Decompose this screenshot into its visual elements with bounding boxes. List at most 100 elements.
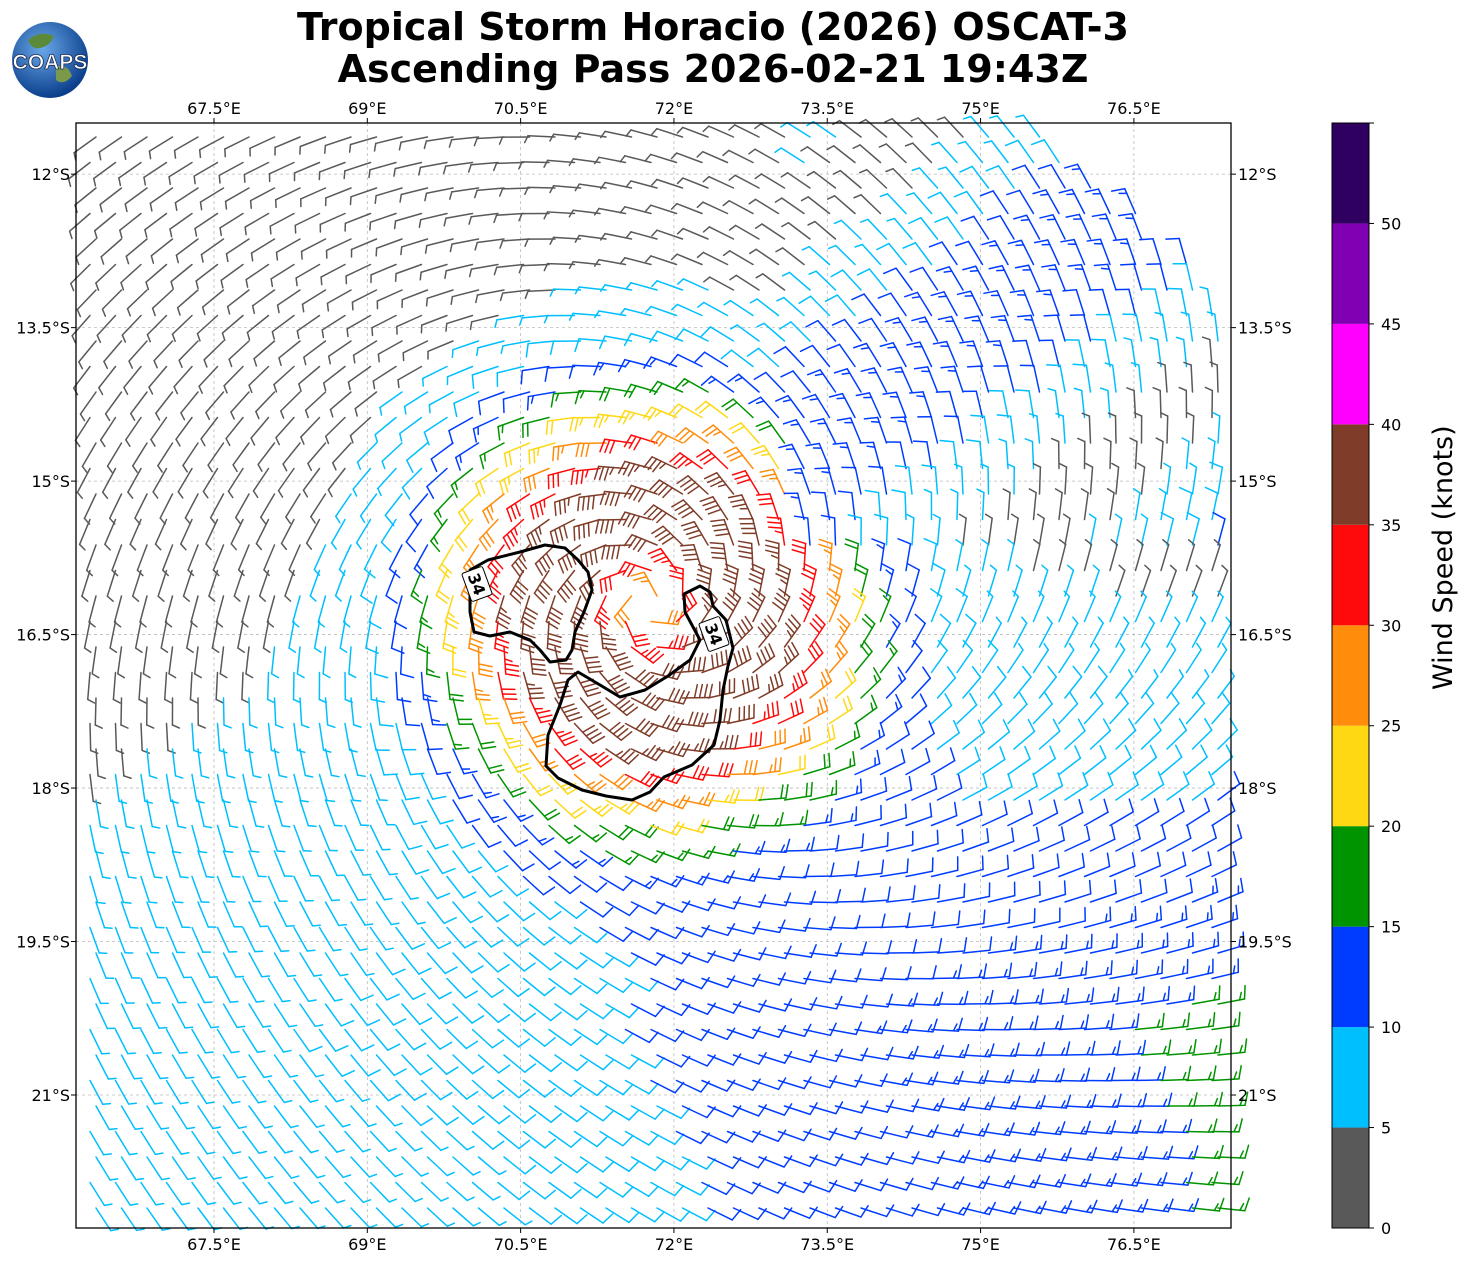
wind-barb — [694, 351, 729, 368]
wind-barb — [801, 245, 831, 266]
wind-barb — [858, 168, 888, 189]
colorbar-tick-label: 40 — [1381, 415, 1401, 434]
wind-barb — [71, 314, 91, 344]
wind-barb — [249, 187, 276, 209]
wind-barb — [981, 240, 1009, 266]
wind-barb — [884, 317, 913, 342]
wind-barb — [424, 187, 454, 202]
wind-barb — [224, 187, 250, 210]
wind-barb — [175, 416, 193, 447]
wind-barb — [702, 175, 735, 189]
wind-barb — [148, 365, 168, 395]
wind-barb — [983, 290, 1009, 317]
wind-barb — [1138, 237, 1162, 266]
logo-text: COAPS — [13, 51, 88, 74]
wind-barb — [927, 191, 958, 215]
wind-barb — [174, 187, 199, 212]
wind-barb — [1117, 213, 1143, 240]
wind-barb — [275, 416, 295, 446]
colorbar-bin — [1332, 826, 1369, 927]
wind-barb — [1043, 314, 1066, 342]
wind-barb — [207, 442, 225, 473]
wind-barb — [754, 223, 786, 240]
wind-barb — [1006, 189, 1035, 215]
wind-barb — [775, 247, 805, 266]
wind-barb — [780, 370, 811, 393]
wind-barb — [781, 221, 811, 240]
wind-barb — [324, 187, 352, 207]
wind-barb — [479, 442, 505, 470]
wind-barb — [449, 238, 480, 253]
wind-barb — [904, 291, 933, 317]
wind-barb — [469, 314, 499, 331]
wind-barb — [979, 190, 1009, 215]
wind-barb — [754, 123, 786, 138]
wind-barb — [962, 115, 990, 138]
wind-barb — [728, 224, 760, 240]
wind-barb — [492, 161, 525, 172]
wind-barb — [674, 378, 709, 393]
wind-barb — [1072, 363, 1092, 393]
wind-barb — [543, 159, 576, 168]
wind-barb — [275, 238, 301, 261]
wind-barb — [171, 314, 193, 343]
wind-barb — [550, 391, 582, 408]
colorbar-tick-label: 20 — [1381, 817, 1401, 836]
wind-barb — [253, 340, 276, 367]
wind-barb — [549, 185, 582, 194]
wind-barb — [543, 262, 576, 272]
wind-barb — [852, 144, 882, 164]
colorbar-tick-label: 5 — [1381, 1119, 1391, 1138]
wind-barb — [295, 263, 321, 287]
wind-barb — [748, 248, 780, 266]
wind-barb — [986, 215, 1015, 240]
wind-barb — [503, 442, 531, 468]
wind-barb — [1091, 338, 1111, 368]
colorbar-tick-label: 25 — [1381, 717, 1401, 736]
wind-barb — [274, 187, 301, 209]
wind-barb — [728, 124, 760, 138]
wind-barb — [176, 289, 199, 316]
wind-barb — [651, 280, 684, 291]
wind-barb — [721, 398, 754, 419]
wind-barb — [619, 155, 652, 164]
wind-barb — [575, 442, 607, 458]
wind-barb — [296, 314, 321, 340]
wind-barb — [126, 289, 148, 317]
wind-barb — [543, 211, 576, 220]
wind-barb — [356, 442, 378, 471]
wind-barb — [928, 241, 958, 266]
wind-barb — [776, 296, 805, 317]
wind-barb — [472, 416, 499, 443]
wind-barb — [1167, 287, 1188, 317]
wind-barb — [451, 340, 480, 359]
wind-barb — [649, 430, 684, 447]
wind-barb — [201, 289, 225, 316]
wind-barb — [1209, 361, 1219, 393]
wind-barb — [518, 161, 550, 170]
wind-barb — [130, 391, 148, 421]
wind-barb — [543, 314, 576, 324]
wind-barb — [932, 340, 958, 368]
wind-barb — [989, 115, 1015, 138]
wind-barb — [225, 238, 250, 263]
wind-barb — [625, 231, 658, 240]
wind-barb — [619, 206, 652, 215]
wind-barb — [781, 271, 811, 291]
wind-barb — [799, 344, 831, 368]
wind-barb — [145, 263, 168, 291]
wind-barb — [863, 416, 888, 444]
wind-barb — [269, 212, 295, 235]
wind-barb — [399, 187, 429, 203]
wind-barb — [294, 212, 321, 234]
wind-barb — [904, 142, 933, 164]
wind-barb — [643, 356, 678, 369]
wind-barb — [798, 295, 831, 317]
wind-barb — [244, 212, 270, 236]
wind-barb — [76, 289, 97, 318]
wind-barb — [200, 238, 225, 263]
wind-barb — [702, 125, 735, 138]
wind-barb — [890, 416, 913, 444]
wind-barb — [1032, 189, 1060, 215]
